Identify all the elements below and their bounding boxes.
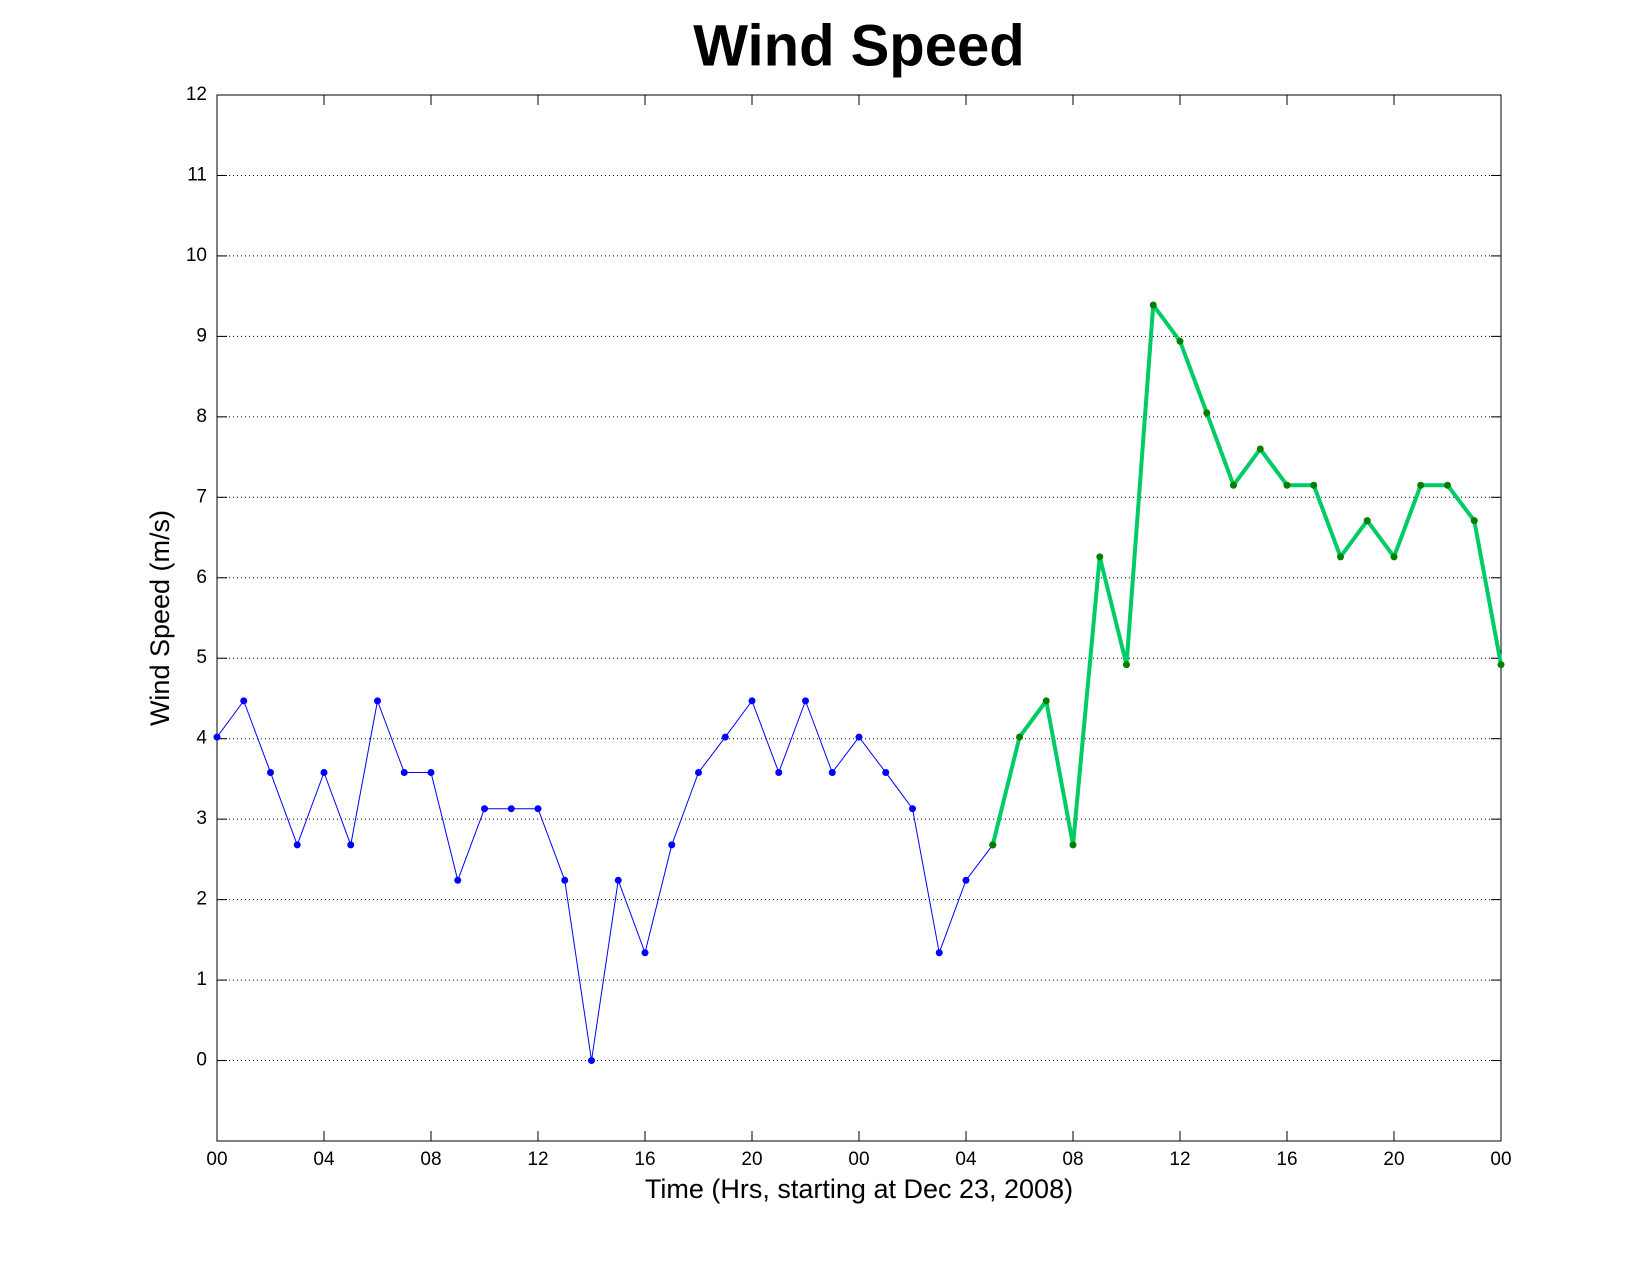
data-point [1283, 481, 1291, 489]
axes-box [216, 94, 1502, 1142]
data-point [1176, 337, 1184, 345]
data-point [1256, 445, 1264, 453]
data-point [561, 876, 569, 884]
x-tick-label: 00 [1490, 1149, 1511, 1170]
data-point [855, 733, 863, 741]
data-point [1417, 481, 1425, 489]
data-point [1123, 661, 1130, 669]
y-tick-label: 2 [196, 889, 207, 910]
y-tick-label: 8 [196, 406, 207, 427]
data-point [1230, 481, 1237, 489]
y-tick-label: 9 [196, 325, 207, 346]
x-tick-label: 16 [634, 1149, 655, 1170]
data-point [962, 876, 970, 884]
x-tick-label: 08 [420, 1149, 441, 1170]
data-point [1016, 733, 1023, 741]
data-point [427, 768, 435, 776]
data-point [1042, 697, 1050, 705]
data-point [1337, 553, 1344, 561]
y-tick-label: 7 [196, 486, 207, 507]
x-tick-label: 16 [1276, 1149, 1297, 1170]
data-point [614, 876, 622, 884]
data-point [802, 697, 809, 705]
y-tick-label: 6 [196, 567, 207, 588]
x-tick-label: 04 [313, 1149, 335, 1170]
data-point [1149, 301, 1157, 309]
plot-area [217, 95, 1501, 1141]
y-axis-label: Wind Speed (m/s) [145, 510, 175, 726]
data-point [828, 768, 836, 776]
data-point [481, 805, 488, 813]
data-point [347, 841, 355, 849]
data-point [748, 697, 756, 705]
series-line [990, 303, 1503, 847]
data-point [641, 949, 649, 957]
data-point [909, 805, 916, 813]
data-point [668, 841, 676, 849]
x-tick-label: 00 [206, 1149, 227, 1170]
data-point [374, 697, 381, 705]
data-point [775, 768, 783, 776]
data-point [400, 768, 408, 776]
chart-title: Wind Speed [693, 13, 1024, 78]
data-point [1203, 409, 1211, 417]
data-point [507, 805, 515, 813]
x-tick-label: 20 [1383, 1149, 1404, 1170]
x-tick-label: 12 [1169, 1149, 1190, 1170]
series-line [216, 700, 994, 1062]
y-tick-label: 11 [187, 164, 207, 185]
y-tick-label: 5 [196, 647, 207, 668]
data-point [989, 841, 997, 849]
data-point [320, 768, 328, 776]
data-point [1096, 553, 1104, 561]
y-tick-label: 10 [186, 245, 207, 266]
data-point [293, 841, 301, 849]
y-tick-label: 1 [196, 969, 207, 990]
data-point [588, 1057, 595, 1065]
data-point [1069, 841, 1077, 849]
data-point [1497, 661, 1505, 669]
x-tick-label: 04 [955, 1149, 977, 1170]
data-point [213, 733, 221, 741]
x-tick-label: 20 [741, 1149, 762, 1170]
y-tick-label: 0 [196, 1050, 207, 1071]
data-point [1363, 517, 1371, 525]
x-tick-label: 12 [527, 1149, 548, 1170]
data-point [695, 768, 702, 776]
y-tick-label: 4 [196, 728, 207, 749]
data-point [721, 733, 729, 741]
data-point [534, 805, 542, 813]
data-point [1444, 481, 1451, 489]
data-point [1470, 517, 1478, 525]
data-point [1390, 553, 1398, 561]
data-point [240, 697, 248, 705]
y-tick-label: 12 [186, 84, 207, 105]
x-axis-label: Time (Hrs, starting at Dec 23, 2008) [645, 1174, 1073, 1204]
data-point [1310, 481, 1318, 489]
data-point [267, 768, 274, 776]
data-point [935, 949, 943, 957]
y-tick-label: 3 [196, 808, 207, 829]
data-point [454, 876, 462, 884]
x-tick-label: 08 [1062, 1149, 1083, 1170]
data-point [882, 768, 890, 776]
x-tick-label: 00 [848, 1149, 869, 1170]
